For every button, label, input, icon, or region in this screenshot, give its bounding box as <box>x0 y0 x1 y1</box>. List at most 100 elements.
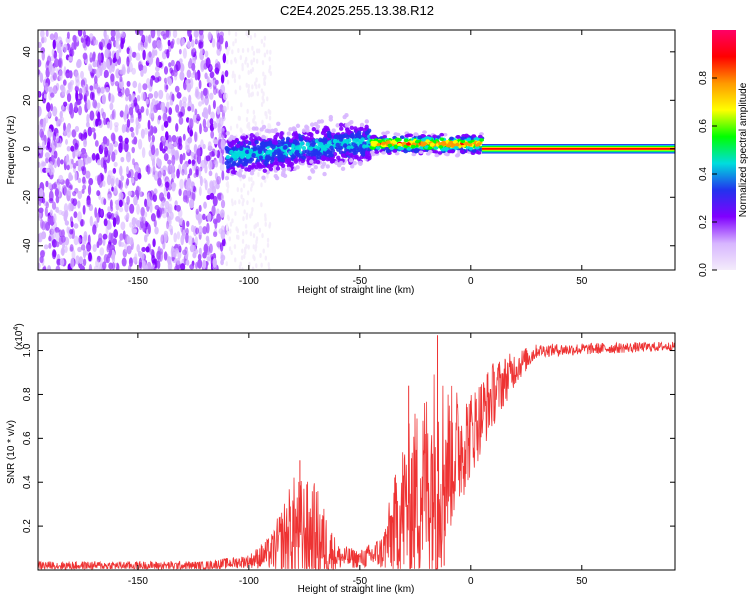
spectrogram-cell <box>176 168 180 179</box>
spectrogram-cell <box>74 171 78 181</box>
spectrogram-cell <box>38 198 42 207</box>
spectrogram-cell <box>100 209 103 217</box>
spectrogram-cell <box>283 144 288 150</box>
spectrogram-cell <box>72 191 77 197</box>
spectrogram-cell <box>55 241 60 248</box>
spectrogram-cell <box>87 184 92 196</box>
spectrogram-cell <box>138 257 143 269</box>
spectrogram-cell <box>153 90 159 99</box>
spectrogram-region-chaotic <box>369 130 485 158</box>
spectrogram-cell <box>440 147 446 152</box>
spectrogram-cell <box>357 130 362 135</box>
spectrogram-cell <box>243 162 248 167</box>
spectrogram-cell <box>84 151 88 159</box>
spectrogram-cell <box>212 257 217 268</box>
spectrogram-cell <box>199 123 202 135</box>
spectrogram-cell <box>142 49 146 61</box>
spectrogram-cell <box>198 101 203 107</box>
spectrogram-cell <box>198 167 202 179</box>
spectrogram-cell <box>110 30 116 38</box>
spectrogram-cell <box>175 205 181 212</box>
spectrogram-cell <box>85 170 91 179</box>
spectrogram-cell <box>479 138 485 142</box>
spectrogram-frame <box>37 29 676 271</box>
spectrogram-cell <box>219 163 225 172</box>
spectrogram-cell <box>253 147 258 152</box>
spectrogram-cell <box>120 242 125 248</box>
spectrogram-cell <box>240 187 243 193</box>
spectrogram-cell <box>66 127 72 138</box>
spectrogram-cell <box>67 187 72 196</box>
spectrogram-cell <box>58 118 63 125</box>
spectrogram-cell <box>335 123 340 128</box>
spectrogram-cell <box>224 70 229 78</box>
spectrogram-cell <box>181 168 185 176</box>
snr-multiplier: (x104) <box>13 323 25 350</box>
spectrogram-cell <box>145 98 149 105</box>
spectrogram-cell <box>255 263 258 269</box>
spectrogram-cell <box>259 127 264 132</box>
spectrogram-cell <box>126 195 130 205</box>
spectrogram-cell <box>118 199 123 208</box>
spectrogram-cell <box>198 225 203 236</box>
spectrogram-cell <box>453 145 459 150</box>
spectrogram-cell <box>109 248 113 256</box>
spectrogram-cell <box>263 81 267 87</box>
spectrogram-cell <box>59 258 65 266</box>
spectrogram-cell <box>86 99 91 111</box>
spectrogram-cell <box>216 106 221 115</box>
spectrogram-cell <box>137 42 141 51</box>
spectrogram-cell <box>251 206 254 212</box>
spectrogram-cell <box>88 252 92 262</box>
spectrogram-cell <box>329 145 334 150</box>
spectrogram-cell <box>83 94 87 102</box>
spectrogram-cell <box>251 266 255 270</box>
spectrogram-region-steady <box>481 144 675 154</box>
spectrogram-cell <box>209 123 215 132</box>
spectrogram-y-tick-label: 20 <box>22 94 33 106</box>
spectrogram-cell <box>225 261 228 267</box>
spectrogram-cell <box>112 167 117 174</box>
spectrogram-cell <box>422 130 427 134</box>
spectrogram-cell <box>362 144 367 149</box>
spectrogram-cell <box>110 132 116 142</box>
spectrogram-cell <box>128 106 134 116</box>
spectrogram-cell <box>172 30 178 39</box>
spectrogram-cell <box>111 262 116 270</box>
spectrogram-cell <box>122 230 126 240</box>
snr-y-tick-label: 1.0 <box>22 343 33 357</box>
spectrogram-cell <box>61 104 65 111</box>
spectrogram-cell <box>208 159 213 171</box>
spectrogram-cell <box>140 206 146 217</box>
spectrogram-cell <box>185 79 188 85</box>
spectrogram-cell <box>161 124 165 132</box>
spectrogram-cell <box>381 151 386 155</box>
spectrogram-cell <box>430 142 435 147</box>
spectrogram-cell <box>136 94 141 102</box>
spectrogram-cell <box>228 30 231 36</box>
spectrogram-cell <box>248 92 251 98</box>
spectrogram-cell <box>175 123 179 132</box>
spectrogram-cell <box>152 165 156 176</box>
spectrogram-cell <box>71 249 76 261</box>
spectrogram-cell <box>103 254 109 264</box>
spectrogram-cell <box>314 129 320 135</box>
spectrogram-cell <box>46 141 51 150</box>
spectrogram-cell <box>86 199 92 208</box>
spectrogram-cell <box>304 124 309 129</box>
spectrogram-cell <box>394 151 400 156</box>
spectrogram-cell <box>133 195 138 206</box>
spectrogram-cell <box>226 104 229 110</box>
spectrogram-cell <box>103 30 107 39</box>
spectrogram-cell <box>252 118 255 124</box>
spectrogram-cell <box>78 256 84 265</box>
spectrogram-cell <box>411 152 417 157</box>
spectrogram-cell <box>104 146 109 158</box>
spectrogram-cell <box>120 39 124 50</box>
spectrogram-cell <box>154 226 159 235</box>
spectrogram-cell <box>55 265 61 270</box>
spectrogram-cell <box>242 183 246 189</box>
spectrogram-cell <box>194 35 198 44</box>
spectrogram-cell <box>118 192 124 201</box>
spectrogram-cell <box>263 77 266 83</box>
